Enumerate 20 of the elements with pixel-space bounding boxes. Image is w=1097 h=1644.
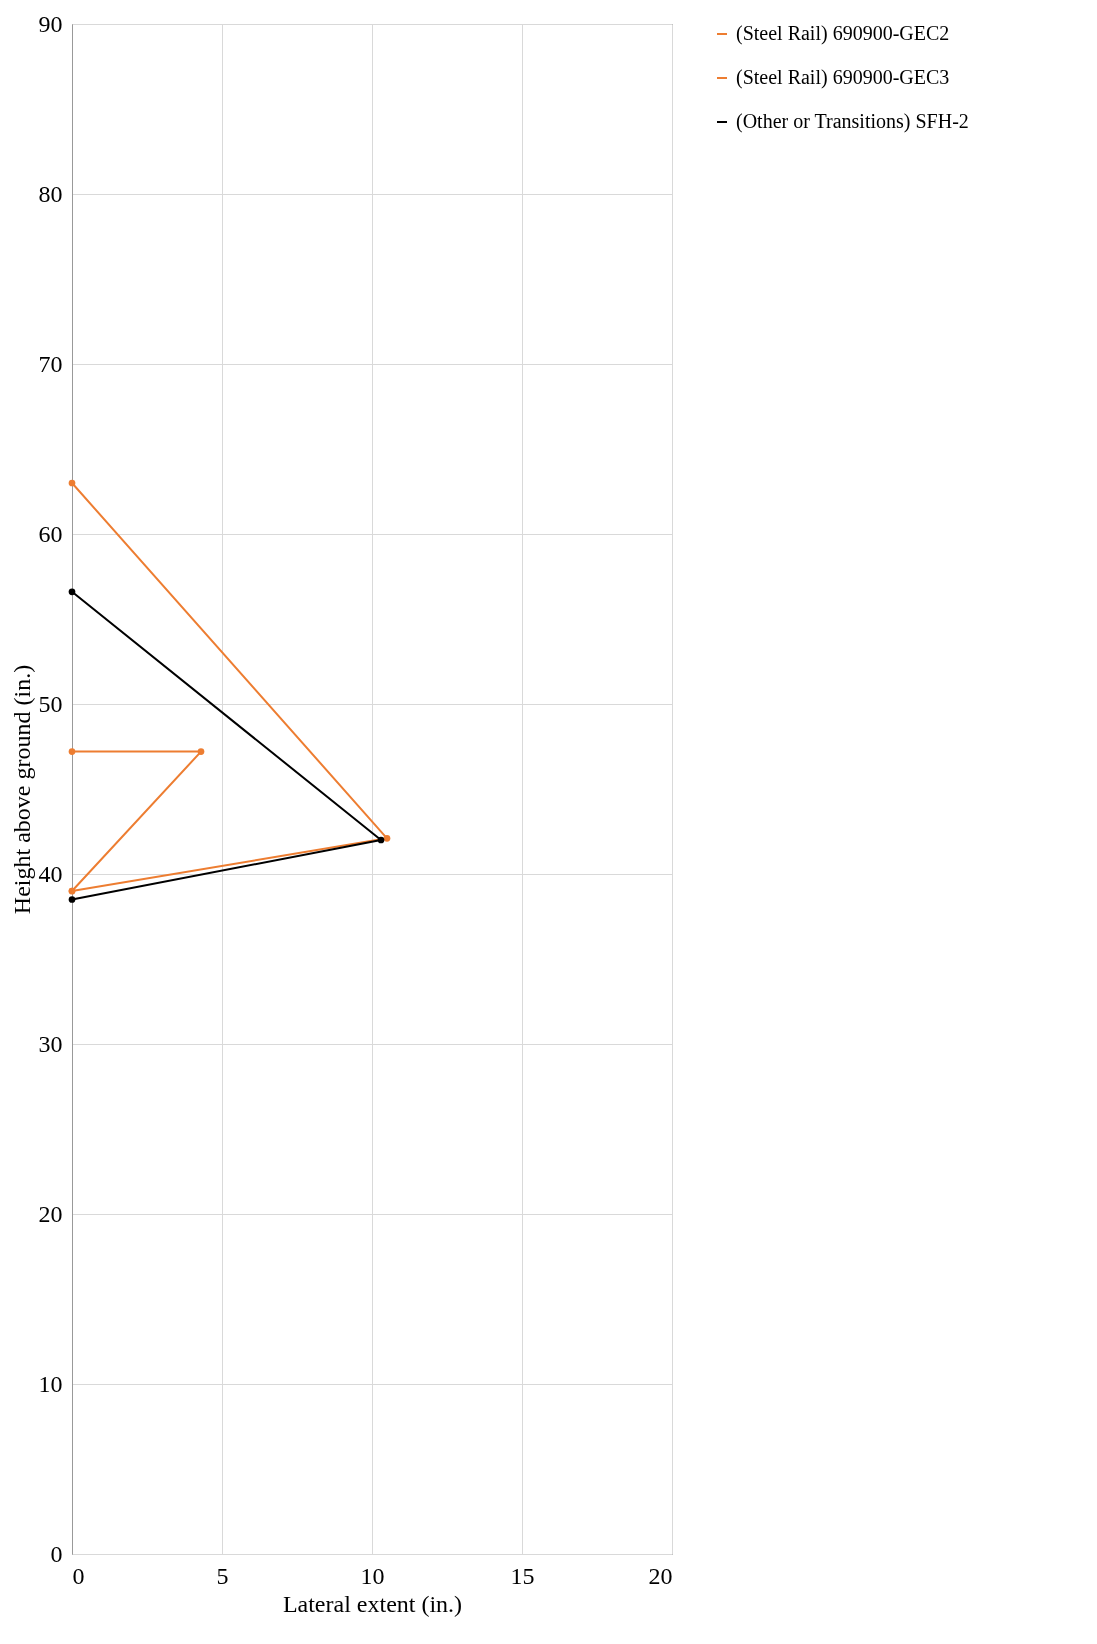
x-tick-label: 0 bbox=[72, 1562, 85, 1589]
y-tick-label: 70 bbox=[38, 350, 63, 377]
y-tick-label: 0 bbox=[50, 1540, 63, 1567]
y-tick-label: 20 bbox=[38, 1200, 63, 1227]
x-tick-label: 15 bbox=[510, 1562, 535, 1589]
x-tick-label: 10 bbox=[360, 1562, 385, 1589]
y-axis-title: Height above ground (in.) bbox=[8, 664, 35, 915]
y-tick-label: 50 bbox=[38, 690, 63, 717]
y-tick-label: 10 bbox=[38, 1370, 63, 1397]
x-axis-title: Lateral extent (in.) bbox=[282, 1590, 463, 1617]
legend-label: (Steel Rail) 690900-GEC2 bbox=[736, 22, 950, 45]
y-tick-label: 90 bbox=[38, 10, 63, 37]
x-tick-label: 20 bbox=[648, 1562, 673, 1589]
x-tick-label: 5 bbox=[216, 1562, 229, 1589]
legend-label: (Other or Transitions) SFH-2 bbox=[736, 110, 969, 133]
y-tick-label: 30 bbox=[38, 1030, 63, 1057]
y-tick-label: 40 bbox=[38, 860, 63, 887]
y-tick-label: 60 bbox=[38, 520, 63, 547]
legend-label: (Steel Rail) 690900-GEC3 bbox=[736, 66, 950, 89]
y-tick-label: 80 bbox=[38, 180, 63, 207]
